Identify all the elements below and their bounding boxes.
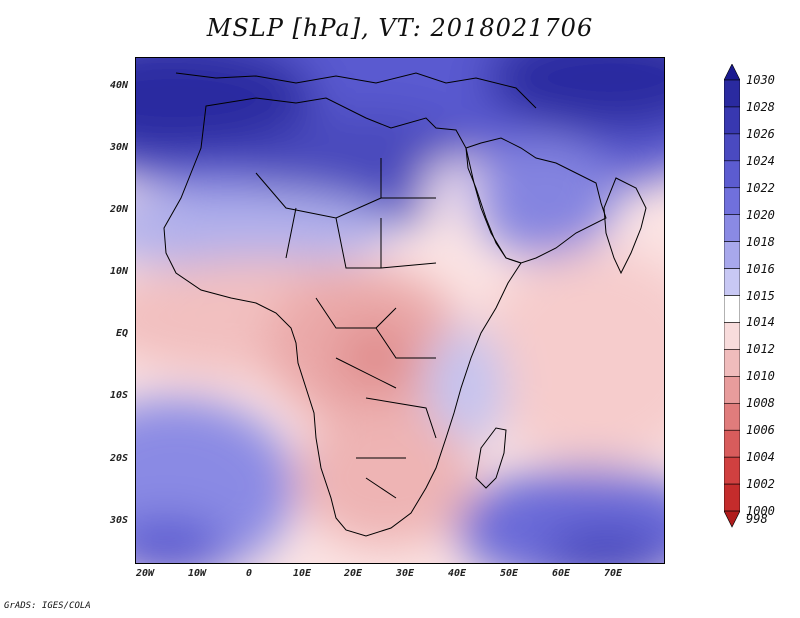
colorbar-label-1024: 1024 xyxy=(746,153,775,168)
high-pressure-northeast xyxy=(486,58,664,133)
colorbar-swatch-998 xyxy=(724,510,740,528)
country-borders xyxy=(255,158,437,499)
lon-label-10w: 10W xyxy=(187,568,207,579)
colorbar-label-1015: 1015 xyxy=(746,288,775,303)
colorbar-label-998: 998 xyxy=(746,512,768,527)
colorbar-label-1030: 1030 xyxy=(746,73,775,87)
lat-label-40n: 40N xyxy=(109,80,128,91)
colorbar-label-1010: 1010 xyxy=(746,369,775,384)
central-africa-low xyxy=(336,323,416,393)
colorbar-label-1000: 1000 xyxy=(746,504,775,519)
colorbar-label-1002: 1002 xyxy=(746,477,775,492)
europe-coastline xyxy=(175,72,537,109)
colorbar-swatch-1002 xyxy=(724,456,740,485)
colorbar-swatch-1024 xyxy=(724,133,740,162)
colorbar-swatch-1000 xyxy=(724,483,740,512)
colorbar-swatch-1028 xyxy=(724,79,740,108)
colorbar-swatch-1020 xyxy=(724,187,740,216)
lat-label-10n: 10N xyxy=(109,266,128,277)
chart-title: MSLP [hPa], VT: 2018021706 xyxy=(206,14,594,42)
colorbar-swatch-1014 xyxy=(724,295,740,323)
colorbar-label-1026: 1026 xyxy=(746,126,775,141)
lat-label-20s: 20S xyxy=(109,453,128,464)
colorbar-label-1004: 1004 xyxy=(746,450,775,465)
colorbar-swatch-1008 xyxy=(724,376,740,404)
pressure-field xyxy=(136,58,664,563)
colorbar-label-1018: 1018 xyxy=(746,234,775,249)
footer-credit: GrADS: IGES/COLA xyxy=(4,601,91,611)
southern-africa-low xyxy=(296,408,476,548)
lon-label-10e: 10E xyxy=(292,568,312,579)
east-africa-high xyxy=(426,328,506,448)
southwest-high xyxy=(136,518,226,563)
lon-label-50e: 50E xyxy=(499,568,519,579)
colorbar-swatch-1004 xyxy=(724,429,740,458)
lat-label-30n: 30N xyxy=(109,142,128,153)
colorbar-swatch-1006 xyxy=(724,402,740,431)
colorbar-label-1006: 1006 xyxy=(746,423,775,438)
colorbar-label-1008: 1008 xyxy=(746,396,775,411)
lon-label-20w: 20W xyxy=(135,568,155,579)
madagascar-coastline xyxy=(475,427,507,489)
colorbar-swatch-1022 xyxy=(724,160,740,189)
colorbar-swatch-1015 xyxy=(724,268,740,296)
lat-label-30s: 30S xyxy=(109,515,128,526)
pressure-map xyxy=(135,57,665,564)
lon-label-60e: 60E xyxy=(551,568,571,579)
transition-band-north xyxy=(136,188,396,268)
lat-label-10s: 10S xyxy=(109,390,128,401)
colorbar-swatch-1018 xyxy=(724,214,740,242)
colorbar-label-1020: 1020 xyxy=(746,207,775,222)
lon-label-30e: 30E xyxy=(395,568,415,579)
lon-label-20e: 20E xyxy=(343,568,363,579)
lat-label-20n: 20N xyxy=(109,204,128,215)
south-indian-high-core xyxy=(546,528,664,563)
lat-label-eq: EQ xyxy=(115,328,128,339)
arabian-peninsula-coastline xyxy=(465,137,607,264)
colorbar xyxy=(724,64,740,528)
lon-label-40e: 40E xyxy=(447,568,467,579)
colorbar-swatch-1016 xyxy=(724,241,740,269)
colorbar-label-1016: 1016 xyxy=(746,261,775,276)
lon-label-0: 0 xyxy=(245,568,253,579)
colorbar-label-1028: 1028 xyxy=(746,99,775,114)
coastlines xyxy=(163,72,647,537)
indian-ocean-low xyxy=(476,248,664,468)
colorbar-swatch-1026 xyxy=(724,106,740,135)
colorbar-swatch-1030 xyxy=(724,64,740,81)
colorbar-swatch-1010 xyxy=(724,349,740,377)
lon-label-70e: 70E xyxy=(603,568,623,579)
colorbar-label-1012: 1012 xyxy=(746,342,775,357)
arabia-high xyxy=(476,138,616,258)
africa-coastline xyxy=(163,97,522,537)
high-pressure-northwest xyxy=(136,58,316,158)
colorbar-swatch-1012 xyxy=(724,322,740,350)
colorbar-label-1014: 1014 xyxy=(746,315,775,330)
colorbar-label-1022: 1022 xyxy=(746,180,775,195)
india-coastline xyxy=(603,177,647,275)
